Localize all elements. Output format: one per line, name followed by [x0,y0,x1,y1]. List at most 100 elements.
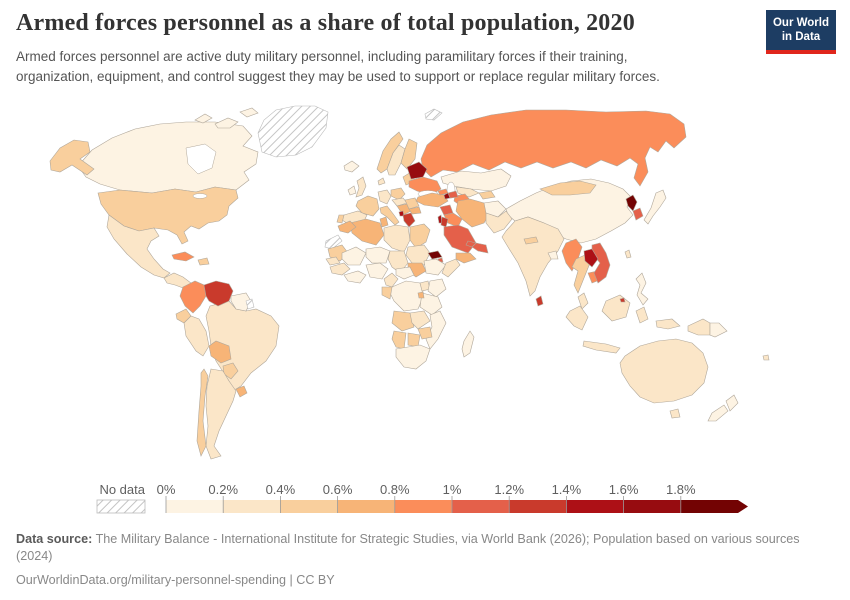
country-mexico[interactable] [106,214,171,279]
country-indonesia-java[interactable] [582,340,621,354]
country-indonesia-west-papua[interactable] [687,318,711,336]
country-sri-lanka[interactable] [535,295,544,307]
country-tunisia[interactable] [379,216,389,228]
country-west-africa[interactable] [343,270,367,284]
country-south-korea[interactable] [632,207,644,221]
country-indonesia-sulawesi[interactable] [635,306,681,330]
country-peru[interactable] [183,315,210,357]
country-drc[interactable] [389,280,425,312]
country-taiwan[interactable] [624,249,632,259]
country-russia[interactable] [420,109,687,187]
country-svalbard[interactable] [424,108,443,121]
country-egypt[interactable] [409,223,431,249]
country-nepal[interactable] [523,236,539,245]
country-algeria[interactable] [349,218,385,246]
legend-bin-9[interactable] [680,500,738,513]
country-tasmania[interactable] [669,408,681,419]
country-yemen[interactable] [455,252,477,264]
country-philippines[interactable] [635,272,649,306]
country-canada-arctic-islands[interactable] [194,107,259,129]
country-sudan[interactable] [405,244,431,266]
country-tanzania[interactable] [419,292,443,316]
country-uruguay[interactable] [235,385,248,398]
legend-bin-2[interactable] [280,500,338,513]
country-pakistan[interactable] [485,210,513,234]
country-canada[interactable] [77,121,259,194]
country-armenia[interactable] [443,192,451,200]
country-new-zealand[interactable] [707,394,739,422]
country-norway[interactable] [376,131,404,174]
country-usa-alaska[interactable] [49,139,95,176]
country-cuba[interactable] [171,251,195,262]
country-afghanistan[interactable] [483,200,507,218]
country-french-guiana[interactable] [245,298,255,310]
country-angola[interactable] [391,310,415,332]
country-iran[interactable] [455,198,491,228]
country-central-african-republic[interactable] [395,266,415,280]
country-guinea[interactable] [329,262,351,276]
country-papua-new-guinea[interactable] [709,322,728,338]
country-belarus[interactable] [406,161,428,180]
country-brunei[interactable] [619,297,626,303]
country-kyrgyzstan-tajikistan[interactable] [478,190,496,200]
country-bangladesh[interactable] [547,250,559,260]
country-hispaniola[interactable] [197,257,210,266]
country-portugal[interactable] [336,214,345,224]
country-uk[interactable] [355,176,367,198]
country-mozambique[interactable] [425,310,447,350]
country-malaysia[interactable] [577,292,589,310]
country-guyanas[interactable] [230,292,252,312]
country-libya[interactable] [383,224,411,253]
country-mongolia[interactable] [539,180,597,196]
country-morocco[interactable] [337,220,357,234]
country-zimbabwe[interactable] [417,326,433,340]
country-venezuela[interactable] [203,280,234,307]
country-uzbekistan[interactable] [455,186,480,198]
country-zambia[interactable] [409,310,431,330]
country-iceland[interactable] [343,160,360,173]
legend-bin-3[interactable] [337,500,395,513]
country-laos[interactable] [583,248,599,268]
country-kenya[interactable] [427,278,447,298]
country-greece[interactable] [402,212,416,228]
country-france[interactable] [355,195,380,217]
legend-bin-6[interactable] [509,500,567,513]
country-jordan[interactable] [440,216,449,228]
country-namibia[interactable] [391,330,407,350]
country-poland[interactable] [390,187,406,201]
country-bulgaria[interactable] [408,206,422,215]
country-south-africa[interactable] [395,344,431,370]
country-japan[interactable] [643,189,667,225]
country-nigeria[interactable] [365,262,389,280]
country-north-korea[interactable] [625,194,638,212]
country-colombia[interactable] [179,280,207,314]
legend-bin-4[interactable] [394,500,452,513]
legend-no-data-swatch[interactable] [96,499,146,514]
country-botswana[interactable] [407,332,421,348]
legend-bin-5[interactable] [452,500,510,513]
country-chile[interactable] [196,368,209,457]
country-greenland[interactable] [257,105,329,158]
country-eritrea[interactable] [427,250,443,260]
country-indonesia-borneo[interactable] [601,294,631,322]
country-finland[interactable] [400,138,418,170]
country-germany[interactable] [377,189,392,205]
country-saudi-arabia[interactable] [443,224,477,254]
country-niger[interactable] [365,246,391,264]
legend-bin-7[interactable] [566,500,624,513]
country-bolivia[interactable] [208,340,232,364]
country-indonesia-sumatra[interactable] [565,305,589,331]
country-rwanda-burundi[interactable] [417,291,425,299]
legend-bin-1[interactable] [223,500,281,513]
country-argentina[interactable] [205,368,237,460]
legend-bin-0[interactable] [166,500,224,513]
country-mali[interactable] [341,246,367,266]
country-somalia[interactable] [441,258,461,278]
country-turkey[interactable] [415,192,449,208]
country-india[interactable] [501,216,565,297]
country-uae[interactable] [465,240,477,248]
country-congo-gabon[interactable] [381,286,393,300]
country-romania[interactable] [404,197,420,210]
owid-logo[interactable]: Our World in Data [766,10,836,54]
country-western-sahara[interactable] [324,234,343,250]
